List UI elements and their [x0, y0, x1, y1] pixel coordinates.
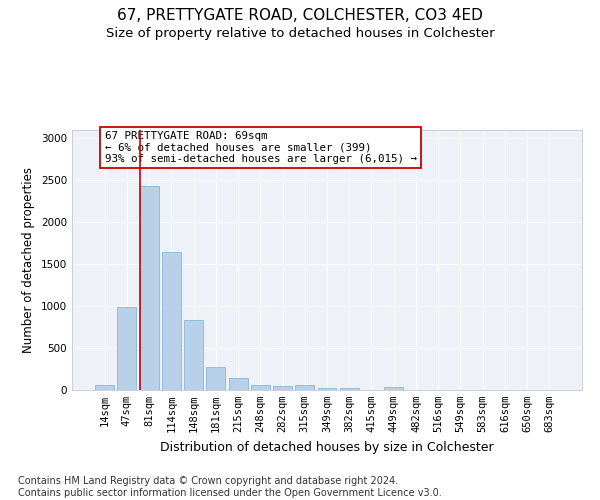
Bar [273, 386, 292, 390]
Text: Contains HM Land Registry data © Crown copyright and database right 2024.
Contai: Contains HM Land Registry data © Crown c… [18, 476, 442, 498]
Bar [162, 252, 181, 390]
Bar [229, 378, 248, 390]
Bar [317, 388, 337, 390]
Text: Size of property relative to detached houses in Colchester: Size of property relative to detached ho… [106, 28, 494, 40]
Bar [118, 307, 136, 390]
Bar [295, 386, 314, 390]
Bar [206, 366, 225, 390]
X-axis label: Distribution of detached houses by size in Colchester: Distribution of detached houses by size … [160, 440, 494, 454]
Bar [251, 386, 270, 390]
Text: 67 PRETTYGATE ROAD: 69sqm
← 6% of detached houses are smaller (399)
93% of semi-: 67 PRETTYGATE ROAD: 69sqm ← 6% of detach… [104, 131, 416, 164]
Bar [140, 186, 158, 390]
Bar [384, 387, 403, 390]
Y-axis label: Number of detached properties: Number of detached properties [22, 167, 35, 353]
Bar [95, 385, 114, 390]
Bar [340, 388, 359, 390]
Bar [184, 320, 203, 390]
Text: 67, PRETTYGATE ROAD, COLCHESTER, CO3 4ED: 67, PRETTYGATE ROAD, COLCHESTER, CO3 4ED [117, 8, 483, 22]
